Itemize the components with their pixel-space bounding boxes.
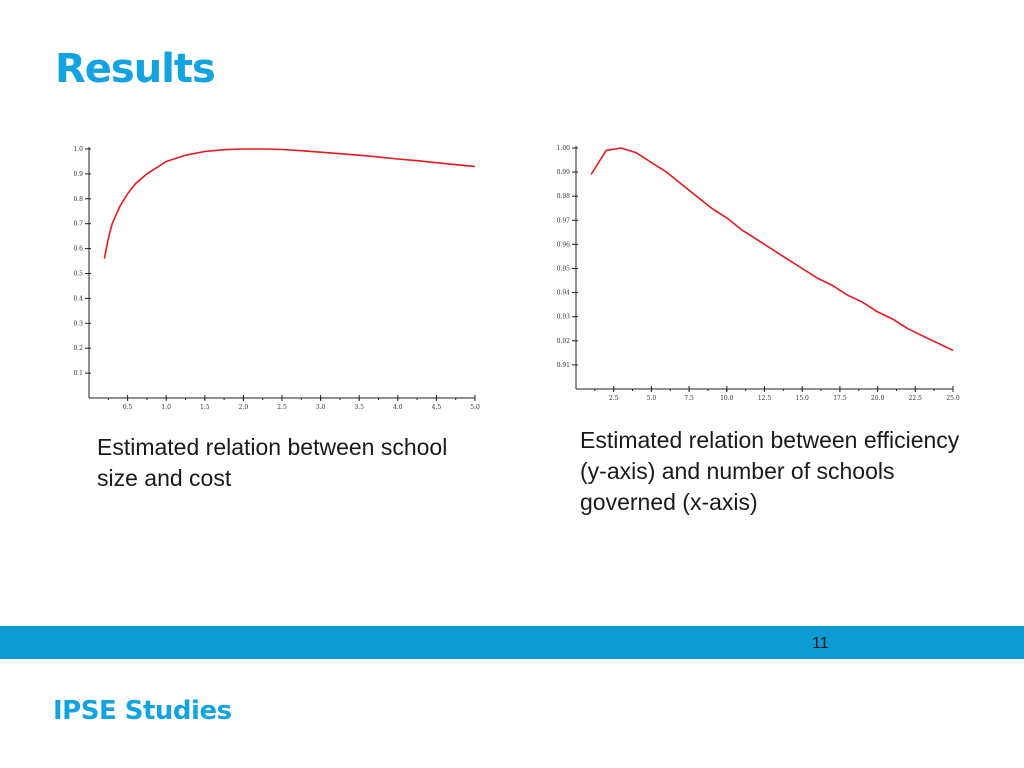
chart1-y-tick-label: 0.91 — [557, 362, 570, 369]
chart1-x-tick-label: 5.0 — [647, 395, 657, 402]
chart0-y-tick-label: 0.9 — [73, 171, 83, 178]
chart1-y-tick-label: 0.93 — [557, 314, 571, 321]
chart0-x-tick-label: 3.0 — [316, 404, 326, 411]
page-number: 11 — [812, 635, 829, 652]
chart1-series-line — [590, 147, 954, 352]
chart0-y-tick-label: 0.5 — [73, 271, 83, 278]
chart1-x-tick-label: 17.5 — [833, 395, 847, 402]
chart1-x-tick-label: 7.5 — [684, 395, 694, 402]
chart1-x-tick-label: 22.5 — [909, 395, 923, 402]
chart1-y-tick-label: 0.94 — [557, 290, 571, 297]
footer-band — [0, 626, 1024, 659]
chart0-x-tick-label: 1.0 — [161, 404, 171, 411]
chart0-x-tick-label: 0.5 — [123, 404, 133, 411]
chart0-x-tick-label: 2.5 — [277, 404, 287, 411]
chart0-x-tick-label: 2.0 — [239, 404, 249, 411]
chart0-y-tick-label: 0.8 — [73, 196, 83, 203]
chart0-x-tick-label: 3.5 — [354, 404, 364, 411]
chart0-x-tick-label: 5.0 — [470, 404, 480, 411]
chart1-y-tick-label: 0.97 — [557, 217, 571, 224]
caption-school-size-cost: Estimated relation between school size a… — [97, 434, 448, 491]
chart0-series-line — [103, 148, 476, 259]
chart1-x-tick-label: 25.0 — [946, 395, 960, 402]
chart0-y-tick-label: 1.0 — [73, 146, 83, 153]
chart0-y-tick-label: 0.4 — [73, 295, 83, 302]
chart1-y-tick-label: 0.95 — [557, 266, 571, 273]
chart0-y-tick-label: 0.3 — [73, 320, 83, 327]
chart1-x-tick-label: 10.0 — [720, 395, 734, 402]
chart1-y-tick-label: 0.92 — [557, 338, 571, 345]
chart1-x-tick-label: 2.5 — [609, 395, 619, 402]
chart0-y-tick-label: 0.1 — [73, 370, 83, 377]
chart0-x-tick-label: 4.0 — [393, 404, 403, 411]
school-size-cost-chart: 0.1 0.2 0.3 0.4 0.5 0.6 0.7 0.8 0.9 1.0 0.5 1.0 1.5 2… — [73, 146, 480, 411]
chart0-y-tick-label: 0.6 — [73, 246, 83, 253]
caption-efficiency-schools: Estimated relation between efficiency (y… — [580, 427, 960, 515]
slide-title: Results — [55, 46, 216, 92]
chart1-x-tick-label: 15.0 — [796, 395, 810, 402]
chart0-x-tick-label: 4.5 — [432, 404, 442, 411]
brand-logo: IPSE Studies — [53, 696, 232, 726]
chart1-y-tick-label: 0.99 — [557, 169, 571, 176]
chart1-x-tick-label: 12.5 — [758, 395, 772, 402]
chart0-y-tick-label: 0.7 — [73, 221, 83, 228]
efficiency-schools-chart: 0.91 0.92 0.93 0.94 0.95 0.96 0.97 0.98 0.99 1.00… — [557, 145, 960, 402]
chart1-y-tick-label: 0.96 — [557, 241, 571, 248]
chart0-y-tick-label: 0.2 — [73, 345, 83, 352]
chart1-x-tick-label: 20.0 — [871, 395, 885, 402]
chart0-x-tick-label: 1.5 — [200, 404, 210, 411]
chart1-y-tick-label: 1.00 — [557, 145, 571, 152]
chart1-y-tick-label: 0.98 — [557, 193, 571, 200]
